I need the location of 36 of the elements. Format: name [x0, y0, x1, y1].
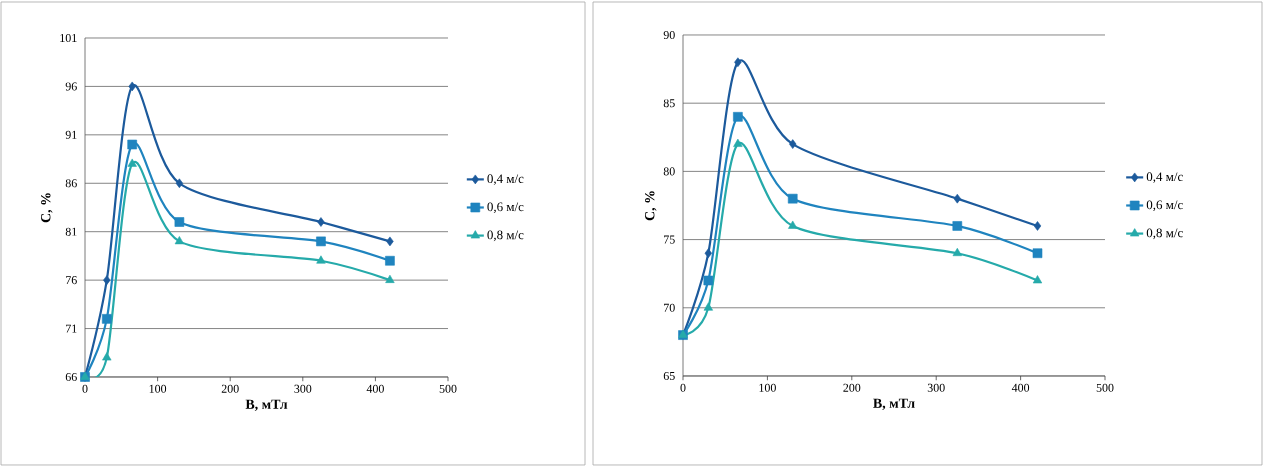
legend-label: 0,8 м/с — [487, 230, 524, 242]
x-tick-label: 0 — [680, 383, 686, 392]
legend-label: 0,6 м/с — [1146, 200, 1183, 212]
y-tick-label: 65 — [663, 371, 675, 380]
x-tick-label: 500 — [439, 384, 457, 393]
x-axis-title: B, мТл — [245, 399, 288, 411]
y-tick-label: 101 — [60, 33, 77, 43]
x-tick-label: 0 — [82, 384, 88, 393]
y-tick-label: 85 — [663, 99, 675, 108]
x-axis-title: B, мТл — [873, 398, 915, 410]
y-tick-label: 71 — [66, 324, 77, 333]
y-tick-label: 96 — [65, 82, 77, 91]
x-tick-label: 100 — [149, 384, 167, 393]
x-tick-label: 300 — [927, 383, 945, 392]
y-tick-label: 75 — [664, 235, 675, 244]
y-axis-title: C, % — [645, 191, 657, 221]
legend-label: 0,6 м/с — [487, 202, 524, 214]
y-tick-label: 91 — [65, 130, 77, 139]
legend-label: 0,4 м/с — [487, 174, 524, 185]
x-tick-label: 200 — [221, 384, 239, 393]
x-tick-label: 300 — [294, 384, 312, 393]
x-tick-label: 400 — [1011, 383, 1030, 392]
y-tick-label: 80 — [663, 167, 675, 176]
y-tick-label: 81 — [65, 227, 77, 236]
y-tick-label: 90 — [663, 30, 675, 40]
legend-label: 0,8 м/с — [1146, 228, 1183, 240]
x-tick-label: 200 — [843, 383, 861, 392]
x-tick-label: 100 — [759, 383, 776, 392]
y-tick-label: 66 — [65, 372, 77, 381]
y-tick-label: 76 — [66, 276, 77, 285]
x-tick-label: 400 — [366, 384, 384, 393]
x-tick-label: 500 — [1096, 383, 1114, 392]
legend-label: 0,4 м/с — [1146, 172, 1183, 183]
y-tick-label: 70 — [664, 303, 675, 312]
y-tick-label: 86 — [65, 179, 77, 188]
y-axis-title: C, % — [41, 193, 53, 223]
